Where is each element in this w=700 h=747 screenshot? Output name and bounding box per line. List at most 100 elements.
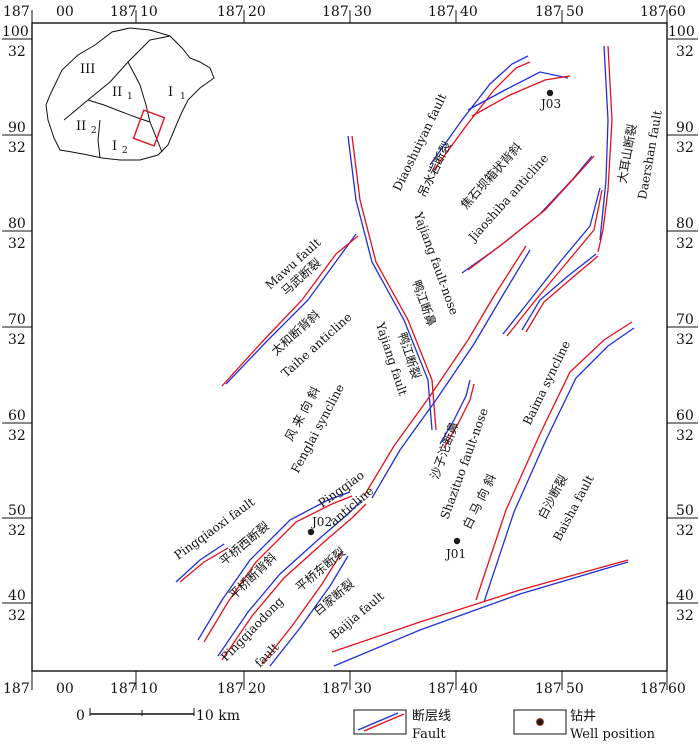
fault-pingqiao-2-red (221, 503, 367, 661)
legend-well-dot (536, 718, 544, 726)
bottom-tick-2a: 187 (110, 681, 137, 697)
left-tick-7b: 32 (8, 608, 26, 624)
top-tick-6b: 50 (566, 4, 584, 20)
left-tick-3b: 32 (8, 236, 26, 252)
fault-jiaoshiba-2-red (506, 189, 603, 337)
fault-diaoshuiyan2-blue (467, 71, 569, 111)
inset-zone-i2-sub: 2 (122, 146, 128, 156)
left-tick-5a: 60 (8, 408, 26, 424)
left-tick-1b: 32 (8, 44, 26, 60)
fault-diaoshuiyan2-red (471, 75, 571, 117)
fault-yajiang-nose-blue (347, 135, 433, 431)
fault-yajiang-blue (371, 249, 531, 499)
fault-lines (175, 45, 635, 667)
top-tick-2a: 187 (110, 4, 137, 20)
fault-pingqiao-1-red (203, 495, 353, 643)
right-tick-5b: 32 (676, 428, 694, 444)
top-tick-7a: 187 (640, 4, 667, 20)
well-j03-label: J03 (539, 97, 561, 111)
fault-baijia-red (331, 559, 629, 653)
right-tick-3a: 80 (676, 216, 694, 232)
left-tick-6b: 32 (8, 523, 26, 539)
left-tick-2b: 32 (8, 140, 26, 156)
left-tick-6a: 50 (8, 503, 26, 519)
bottom-tick-5a: 187 (428, 681, 455, 697)
legend-fault-cn: 断层线 (412, 709, 451, 724)
top-tick-5a: 187 (428, 4, 455, 20)
inset-zone-ii2-sub: 2 (91, 126, 97, 136)
bottom-tick-6a: 187 (535, 681, 562, 697)
well-j02-marker (307, 528, 315, 536)
inset-zone-ii2: II (76, 119, 86, 134)
fault-jiaoshiba-3-red (525, 255, 599, 333)
inset-location-map: III II 1 I 1 II 2 I 2 (45, 27, 215, 161)
top-tick-4a: 187 (322, 4, 349, 20)
well-j03-marker (546, 89, 554, 97)
legend-well-en: Well position (570, 727, 656, 742)
top-tick-6a: 187 (535, 4, 562, 20)
fault-mawu-red (221, 235, 359, 387)
top-tick-3a: 187 (217, 4, 244, 20)
left-tick-5b: 32 (8, 428, 26, 444)
well-j02-label: J02 (310, 515, 332, 529)
left-tick-2a: 90 (8, 120, 26, 136)
fault-diaoshuiyan-red (433, 61, 531, 171)
fault-mawu-blue (225, 233, 357, 385)
fault-baisha-blue (483, 327, 635, 603)
left-tick-4a: 70 (8, 312, 26, 328)
bottom-tick-7b: 60 (668, 681, 686, 697)
fault-pingqiao-1-blue (197, 491, 351, 641)
scale-label: 10 km (196, 708, 240, 724)
bottom-tick-1b: 00 (56, 681, 74, 697)
top-tick-4b: 30 (354, 4, 372, 20)
well-j01-marker (453, 537, 461, 545)
left-tick-3a: 80 (8, 216, 26, 232)
fault-daershan-red (597, 45, 613, 253)
fault-shazituo-red (443, 383, 475, 449)
legend-well-swatch (513, 709, 567, 735)
label-daershan-en: Daershan fault (635, 109, 664, 200)
right-tick-1b: 32 (676, 44, 694, 60)
bottom-tick-4b: 30 (354, 681, 372, 697)
fault-pingqiaodong-blue (269, 555, 349, 667)
legend-well-cn: 钻井 (570, 709, 596, 724)
scale-zero: 0 (76, 708, 85, 724)
inset-outline (45, 27, 215, 161)
inset-zone-iii: III (80, 62, 95, 77)
fault-shazituo-blue (439, 379, 471, 445)
right-tick-1a: 100 (668, 24, 695, 40)
top-axis: 187 00 187 10 187 20 187 30 187 40 187 5… (3, 4, 686, 23)
fault-jiaoshiba-3-blue (521, 253, 597, 331)
right-tick-7b: 32 (676, 608, 694, 624)
right-tick-6b: 32 (676, 523, 694, 539)
fault-jiaoshiba-2-blue (502, 187, 601, 335)
top-tick-7b: 60 (668, 4, 686, 20)
left-tick-1a: 100 (2, 24, 29, 40)
bottom-tick-5b: 40 (460, 681, 478, 697)
fault-diaoshuiyan-blue (429, 55, 529, 166)
legend-fault-swatch (353, 709, 407, 735)
right-tick-4b: 32 (676, 332, 694, 348)
inset-study-area (132, 109, 166, 147)
bottom-tick-6b: 50 (566, 681, 584, 697)
right-tick-7a: 40 (676, 588, 694, 604)
right-tick-3b: 32 (676, 236, 694, 252)
inset-zone-i2: I (112, 139, 117, 154)
fault-pingqiaodong-red (261, 551, 343, 665)
top-tick-3b: 20 (248, 4, 266, 20)
bottom-tick-7a: 187 (640, 681, 667, 697)
left-axis: 100 32 90 32 80 32 70 32 60 32 50 32 40 … (2, 24, 32, 624)
right-tick-5a: 60 (676, 408, 694, 424)
label-daershan-cn: 大耳山断裂 (614, 123, 639, 185)
fault-pingqiaoxi-red (179, 547, 229, 583)
inset-zone-i1: I (168, 85, 173, 100)
legend-fault-en: Fault (412, 727, 446, 742)
inset-zone-i1-sub: 1 (180, 92, 186, 102)
fault-baisha-red (475, 321, 633, 601)
bottom-tick-4a: 187 (322, 681, 349, 697)
structure-labels: Diaoshuiyan fault 吊水岩断裂 焦石坝箱状背斜 Jiaoshib… (172, 91, 665, 670)
right-tick-4a: 70 (676, 312, 694, 328)
right-tick-6a: 50 (676, 503, 694, 519)
right-axis: 100 32 90 32 80 32 70 32 60 32 50 32 40 … (667, 24, 698, 624)
